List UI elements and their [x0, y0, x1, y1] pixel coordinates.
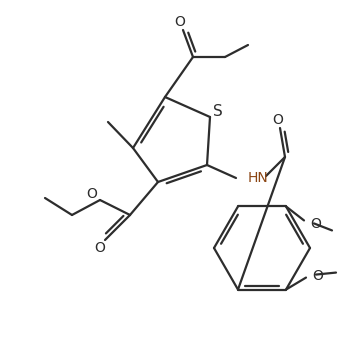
Text: O: O: [95, 241, 105, 255]
Text: O: O: [174, 15, 185, 29]
Text: O: O: [312, 269, 323, 283]
Text: O: O: [87, 187, 98, 201]
Text: S: S: [213, 104, 223, 119]
Text: O: O: [273, 113, 283, 127]
Text: O: O: [310, 218, 321, 231]
Text: HN: HN: [248, 171, 269, 185]
